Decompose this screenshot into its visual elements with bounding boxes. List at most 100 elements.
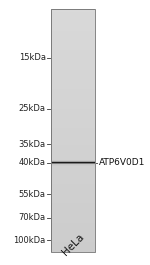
Bar	[51, 123, 95, 126]
Bar	[51, 235, 95, 237]
Bar	[51, 126, 95, 128]
Bar	[51, 213, 95, 215]
Text: 100kDa: 100kDa	[14, 236, 46, 245]
Bar	[51, 109, 95, 111]
Text: 35kDa: 35kDa	[19, 140, 46, 149]
Bar	[51, 41, 95, 43]
Bar	[51, 206, 95, 208]
Text: 70kDa: 70kDa	[19, 213, 46, 222]
Bar	[51, 169, 95, 172]
Bar	[51, 155, 95, 157]
Bar	[51, 189, 95, 191]
Bar	[51, 31, 95, 33]
Bar	[51, 133, 95, 135]
Bar	[51, 220, 95, 223]
Bar	[51, 104, 95, 106]
Bar	[51, 72, 95, 75]
Bar	[51, 140, 95, 143]
Text: 15kDa: 15kDa	[19, 53, 46, 62]
Bar	[51, 116, 95, 118]
Bar	[51, 201, 95, 203]
Text: 40kDa: 40kDa	[19, 158, 46, 167]
Bar	[51, 21, 95, 24]
Text: HeLa: HeLa	[60, 231, 86, 257]
Bar	[51, 89, 95, 92]
Bar	[51, 230, 95, 232]
Bar	[51, 65, 95, 68]
Text: 55kDa: 55kDa	[19, 190, 46, 199]
Bar	[51, 249, 95, 252]
Bar	[51, 19, 95, 21]
Bar	[51, 53, 95, 55]
Bar	[51, 218, 95, 220]
Bar	[51, 101, 95, 104]
Bar	[51, 63, 95, 65]
Bar	[51, 198, 95, 201]
Bar	[51, 245, 95, 247]
Bar	[51, 232, 95, 235]
Bar	[51, 121, 95, 123]
Bar	[51, 118, 95, 121]
Bar	[51, 167, 95, 169]
Bar	[51, 85, 95, 87]
Bar	[51, 9, 95, 12]
Bar	[51, 51, 95, 53]
Bar	[51, 38, 95, 41]
Bar	[51, 55, 95, 58]
Bar	[51, 143, 95, 145]
Bar	[51, 182, 95, 184]
Bar	[51, 9, 95, 252]
Bar	[51, 186, 95, 189]
Bar	[51, 247, 95, 249]
Bar	[51, 135, 95, 138]
Bar	[51, 191, 95, 194]
Bar	[51, 26, 95, 29]
Bar	[51, 176, 95, 179]
Bar	[51, 114, 95, 116]
Bar	[51, 43, 95, 46]
Bar	[51, 36, 95, 38]
Bar	[51, 228, 95, 230]
Bar	[51, 106, 95, 109]
Bar	[51, 33, 95, 36]
Bar	[51, 29, 95, 31]
Bar	[51, 96, 95, 99]
Bar	[51, 94, 95, 96]
Bar	[51, 208, 95, 211]
Bar	[51, 194, 95, 196]
Bar	[51, 68, 95, 70]
Bar	[51, 48, 95, 51]
Bar	[51, 24, 95, 26]
Text: ATP6V0D1: ATP6V0D1	[99, 158, 145, 167]
Bar	[51, 162, 95, 165]
Bar	[51, 157, 95, 160]
Text: 25kDa: 25kDa	[19, 104, 46, 113]
Bar	[51, 128, 95, 131]
Bar	[51, 240, 95, 242]
Bar	[51, 80, 95, 82]
Bar	[51, 16, 95, 19]
Bar	[51, 223, 95, 225]
Bar	[51, 150, 95, 152]
Bar	[51, 58, 95, 60]
Bar	[51, 237, 95, 240]
Bar	[51, 46, 95, 48]
Bar	[51, 184, 95, 186]
Bar	[51, 12, 95, 14]
Bar	[51, 131, 95, 133]
Bar	[51, 60, 95, 63]
Bar	[51, 215, 95, 218]
Bar	[51, 77, 95, 80]
Bar	[51, 165, 95, 167]
Bar	[51, 196, 95, 198]
Bar	[51, 111, 95, 114]
Bar	[51, 138, 95, 140]
Bar	[51, 14, 95, 16]
Bar	[51, 160, 95, 162]
Bar	[51, 87, 95, 89]
Bar	[51, 82, 95, 85]
Bar	[51, 179, 95, 182]
Bar	[51, 174, 95, 176]
Bar	[51, 152, 95, 155]
Bar	[51, 70, 95, 72]
